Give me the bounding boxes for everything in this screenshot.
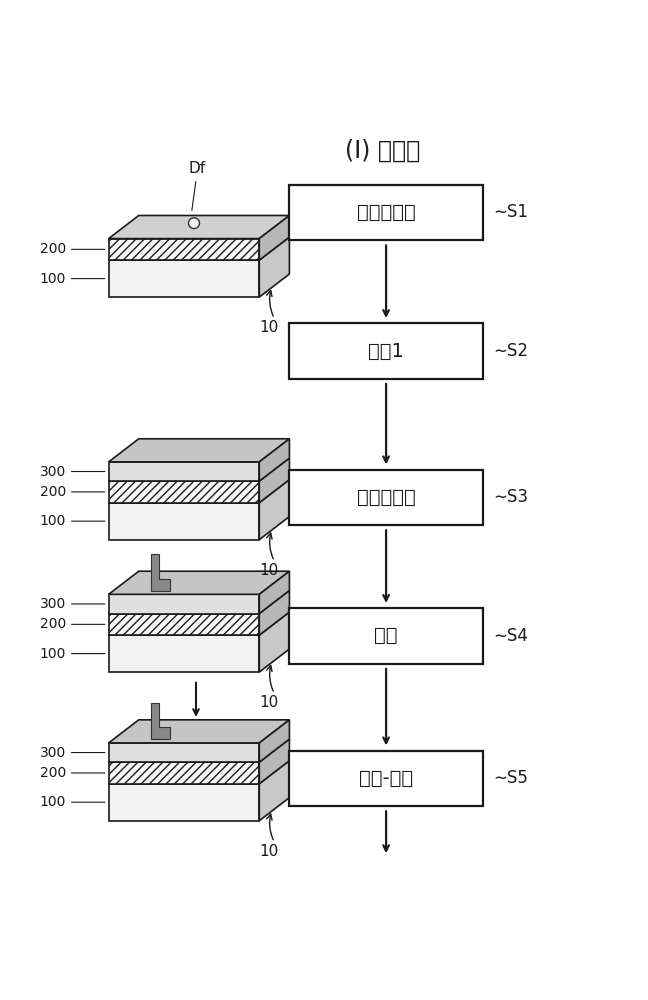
Polygon shape: [259, 590, 290, 635]
Polygon shape: [109, 571, 290, 594]
Polygon shape: [259, 480, 290, 540]
Polygon shape: [109, 480, 290, 503]
Text: ∼S1: ∼S1: [493, 203, 528, 221]
Text: 100: 100: [40, 795, 105, 809]
Polygon shape: [109, 462, 259, 481]
Polygon shape: [109, 260, 259, 297]
Polygon shape: [259, 237, 290, 297]
Polygon shape: [109, 614, 259, 635]
FancyBboxPatch shape: [290, 185, 483, 240]
Text: 300: 300: [40, 465, 105, 479]
Text: Df: Df: [189, 161, 206, 210]
Polygon shape: [109, 590, 290, 614]
Text: 100: 100: [40, 272, 105, 286]
Polygon shape: [259, 571, 290, 614]
Text: ∼S2: ∼S2: [493, 342, 528, 360]
Polygon shape: [109, 761, 290, 784]
Polygon shape: [109, 481, 259, 503]
Text: ∼S5: ∼S5: [493, 769, 527, 787]
Polygon shape: [109, 439, 290, 462]
Polygon shape: [259, 439, 290, 481]
Text: 200: 200: [40, 766, 105, 780]
Polygon shape: [259, 720, 290, 762]
Text: 10: 10: [260, 563, 279, 578]
Text: 100: 100: [40, 647, 105, 661]
Ellipse shape: [189, 218, 200, 229]
Polygon shape: [109, 215, 290, 239]
Polygon shape: [109, 503, 259, 540]
Text: ∼S4: ∼S4: [493, 627, 527, 645]
Text: 200: 200: [40, 617, 105, 631]
Polygon shape: [109, 784, 259, 821]
Polygon shape: [109, 739, 290, 762]
Polygon shape: [109, 743, 259, 762]
Polygon shape: [259, 761, 290, 821]
FancyBboxPatch shape: [290, 323, 483, 379]
FancyBboxPatch shape: [290, 470, 483, 525]
Text: 10: 10: [260, 844, 279, 859]
Polygon shape: [109, 720, 290, 743]
Polygon shape: [109, 594, 259, 614]
FancyBboxPatch shape: [290, 608, 483, 664]
Text: 300: 300: [40, 746, 105, 760]
Text: 10: 10: [260, 695, 279, 710]
Polygon shape: [109, 762, 259, 784]
Text: 200: 200: [40, 485, 105, 499]
FancyBboxPatch shape: [290, 751, 483, 806]
Polygon shape: [151, 554, 170, 591]
Text: (I) 前工序: (I) 前工序: [345, 139, 420, 163]
Text: 200: 200: [40, 242, 105, 256]
Text: 300: 300: [40, 597, 105, 611]
Polygon shape: [109, 239, 259, 260]
Text: 抗蚀剂涂布: 抗蚀剂涂布: [356, 488, 415, 507]
Polygon shape: [259, 612, 290, 672]
Polygon shape: [259, 739, 290, 784]
Text: 10: 10: [260, 320, 279, 335]
Polygon shape: [151, 703, 170, 739]
Text: 100: 100: [40, 514, 105, 528]
Polygon shape: [259, 458, 290, 503]
Text: 描绘: 描绘: [375, 626, 398, 645]
Polygon shape: [109, 612, 290, 635]
Text: 清洗1: 清洗1: [368, 342, 404, 360]
Polygon shape: [109, 635, 259, 672]
Polygon shape: [109, 458, 290, 481]
Polygon shape: [109, 237, 290, 260]
Text: 显影-蚀刻: 显影-蚀刻: [359, 769, 413, 788]
Polygon shape: [259, 215, 290, 260]
Text: ∼S3: ∼S3: [493, 488, 528, 506]
Text: 光学膜成膜: 光学膜成膜: [356, 203, 415, 222]
